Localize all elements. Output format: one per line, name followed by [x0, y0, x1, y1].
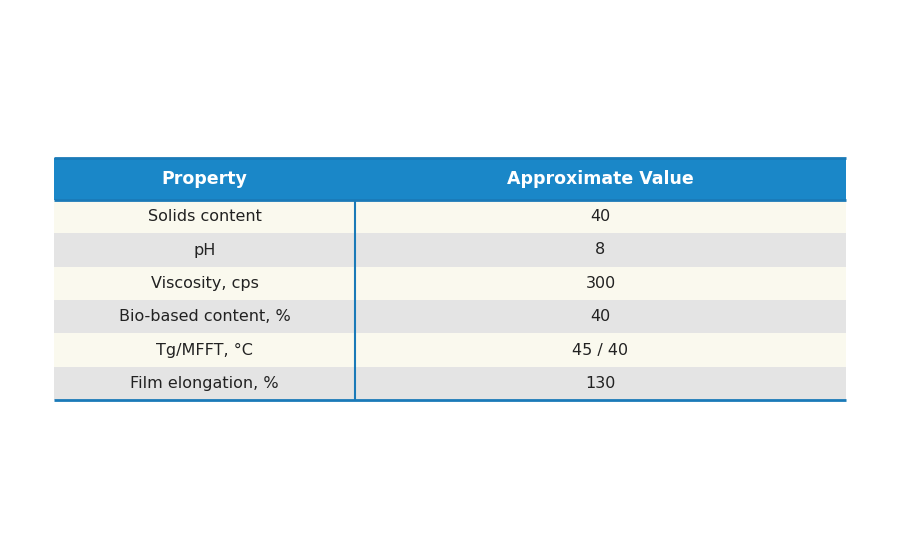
Bar [54, 233, 355, 267]
Bar [355, 300, 846, 333]
Bar [54, 267, 355, 300]
Bar [54, 300, 355, 333]
Text: Tg/MFFT, °C: Tg/MFFT, °C [156, 343, 253, 358]
Bar [54, 158, 355, 200]
Text: Approximate Value: Approximate Value [507, 170, 694, 188]
Text: 8: 8 [596, 243, 606, 257]
Text: Viscosity, cps: Viscosity, cps [150, 276, 258, 291]
Text: 300: 300 [585, 276, 616, 291]
Text: pH: pH [194, 243, 216, 257]
Bar [355, 158, 846, 200]
Text: Property: Property [161, 170, 248, 188]
Bar [355, 333, 846, 367]
Bar [355, 367, 846, 400]
Text: Film elongation, %: Film elongation, % [130, 376, 279, 391]
Bar [355, 200, 846, 233]
Text: Bio-based content, %: Bio-based content, % [119, 309, 291, 324]
Bar [54, 367, 355, 400]
Text: Solids content: Solids content [148, 209, 261, 224]
Text: 40: 40 [590, 309, 610, 324]
Text: 45 / 40: 45 / 40 [572, 343, 628, 358]
Bar [355, 233, 846, 267]
Bar [54, 200, 355, 233]
Text: 130: 130 [585, 376, 616, 391]
Bar [355, 267, 846, 300]
Bar [54, 333, 355, 367]
Text: 40: 40 [590, 209, 610, 224]
